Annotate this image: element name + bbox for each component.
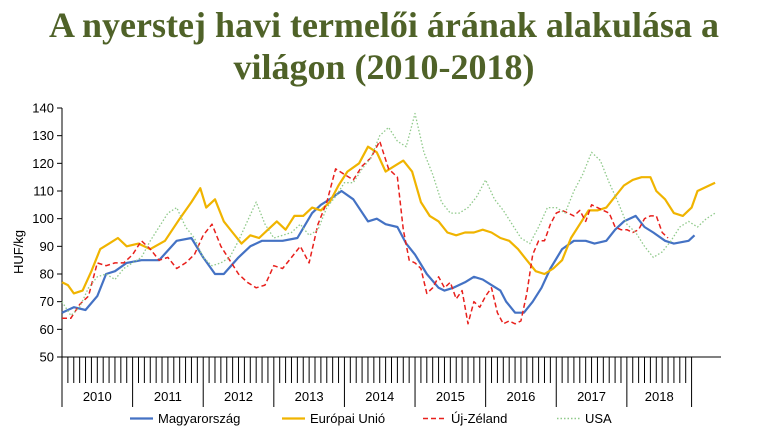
x-year-label: 2015 — [436, 389, 465, 404]
legend: Magyarország Európai Unió Új-Zéland USA — [130, 411, 612, 426]
legend-label: USA — [585, 411, 612, 426]
y-tick-label: 50 — [40, 350, 54, 365]
x-year-label: 2011 — [154, 389, 182, 404]
chart-title: A nyerstej havi termelői árának alakulás… — [0, 4, 768, 88]
legend-label: Magyarország — [158, 411, 240, 426]
legend-label: Európai Unió — [310, 411, 385, 426]
y-tick-label: 60 — [40, 322, 54, 337]
y-axis-label: HUF/kg — [11, 230, 26, 274]
y-tick-label: 70 — [40, 294, 54, 309]
y-tick-label: 80 — [40, 267, 54, 282]
legend-label: Új-Zéland — [451, 411, 507, 426]
y-tick-label: 110 — [33, 184, 54, 199]
chart-title-line-2: világon (2010-2018) — [233, 47, 535, 87]
x-year-label: 2014 — [365, 389, 394, 404]
series-line-3 — [61, 112, 716, 317]
x-year-label: 2012 — [224, 389, 253, 404]
chart-title-line-1: A nyerstej havi termelői árának alakulás… — [49, 5, 719, 45]
series-lines — [61, 112, 716, 325]
series-line-2 — [62, 140, 669, 325]
y-tick-label: 100 — [32, 211, 54, 226]
x-year-label: 2016 — [506, 389, 535, 404]
y-axis: 50 60 70 80 90 100 110 120 130 140 — [32, 101, 63, 365]
y-tick-label: 90 — [40, 239, 54, 254]
y-tick-label: 130 — [32, 128, 54, 143]
x-year-label: 2018 — [645, 389, 674, 404]
y-tick-label: 120 — [32, 156, 54, 171]
x-year-label: 2010 — [83, 389, 112, 404]
y-tick-label: 140 — [32, 101, 54, 116]
x-year-label: 2013 — [295, 389, 324, 404]
series-line-1 — [61, 145, 716, 295]
series-line-0 — [61, 189, 696, 314]
x-axis: 2010 2011 2012 2013 2014 2015 2016 2017 2018 — [61, 356, 721, 407]
x-year-label: 2017 — [577, 389, 606, 404]
